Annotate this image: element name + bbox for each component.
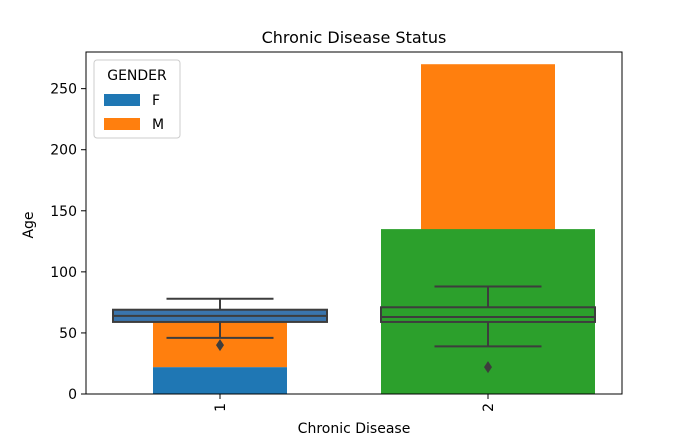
x-tick-label-1: 1 — [213, 403, 229, 412]
y-tick-label-250: 250 — [50, 82, 77, 98]
y-axis-label: Age — [21, 211, 37, 238]
box-2-iqr-box — [380, 306, 596, 323]
axes: 0 50 100 150 200 250 1 2 — [50, 51, 623, 412]
x-axis-label: Chronic Disease — [298, 421, 411, 437]
plot-area — [112, 64, 596, 394]
box-1-outlier-0 — [216, 339, 224, 352]
x-tick-label-2: 2 — [481, 403, 497, 412]
chart-title: Chronic Disease Status — [262, 28, 447, 47]
legend-label-m: M — [152, 117, 164, 133]
legend-title: GENDER — [107, 68, 167, 84]
y-tick-label-200: 200 — [50, 143, 77, 159]
legend-swatch-f — [104, 94, 140, 106]
legend-swatch-m — [104, 118, 140, 130]
box-2-outlier-0 — [484, 361, 492, 374]
y-tick-label-0: 0 — [68, 387, 77, 403]
y-tick-label-100: 100 — [50, 265, 77, 281]
bar-f-1 — [153, 367, 287, 394]
y-tick-label-50: 50 — [59, 326, 77, 342]
y-tick-label-150: 150 — [50, 204, 77, 220]
plot-frame — [85, 51, 623, 395]
legend: GENDER FM — [93, 59, 181, 139]
legend-label-f: F — [152, 93, 160, 109]
